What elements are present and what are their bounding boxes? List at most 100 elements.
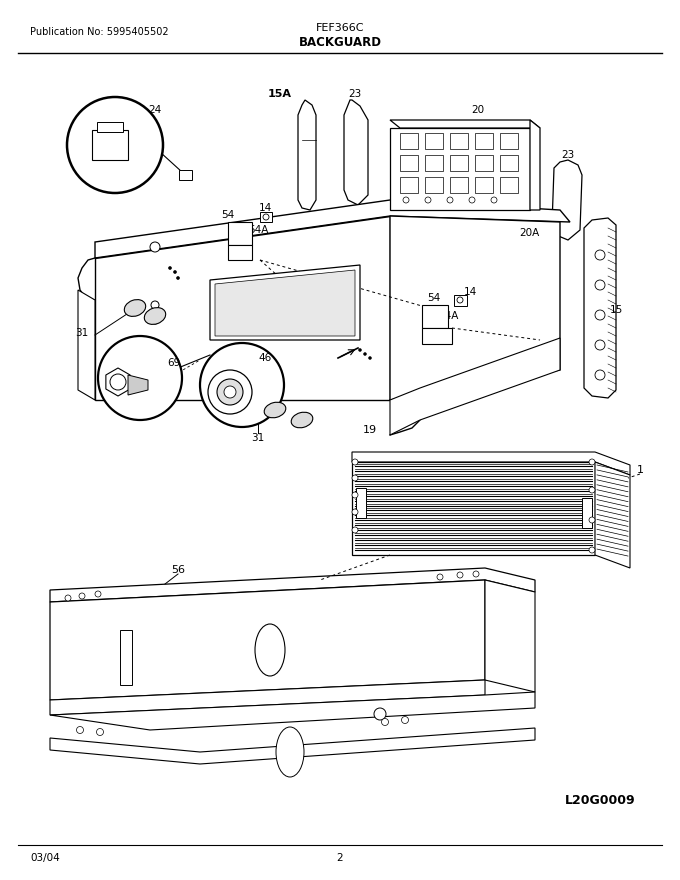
Circle shape [403, 197, 409, 203]
Circle shape [595, 280, 605, 290]
Text: 31: 31 [252, 433, 265, 443]
Circle shape [589, 487, 595, 493]
Circle shape [437, 574, 443, 580]
Circle shape [110, 374, 126, 390]
Bar [475, 155, 493, 171]
Text: Publication No: 5995405502: Publication No: 5995405502 [30, 27, 169, 37]
Text: 23: 23 [348, 89, 362, 99]
Circle shape [151, 301, 159, 309]
Text: 24: 24 [148, 105, 161, 115]
Polygon shape [298, 100, 316, 210]
Bar [582, 498, 592, 528]
Circle shape [150, 242, 160, 252]
Circle shape [224, 386, 236, 398]
Polygon shape [485, 580, 535, 692]
Polygon shape [422, 305, 448, 328]
Circle shape [79, 593, 85, 599]
Circle shape [352, 475, 358, 481]
Circle shape [401, 716, 409, 723]
Polygon shape [595, 462, 630, 568]
Circle shape [200, 343, 284, 427]
Circle shape [151, 316, 159, 324]
Text: 23: 23 [562, 150, 575, 160]
Text: 14: 14 [463, 287, 477, 297]
Bar [500, 177, 518, 193]
Bar [450, 155, 468, 171]
Text: 15: 15 [610, 305, 624, 315]
Polygon shape [352, 452, 630, 475]
Text: 31: 31 [75, 328, 88, 338]
Circle shape [263, 214, 269, 220]
Polygon shape [78, 290, 95, 400]
Bar [475, 177, 493, 193]
Ellipse shape [124, 299, 146, 317]
Polygon shape [179, 170, 192, 180]
Text: 14: 14 [258, 203, 271, 213]
Circle shape [595, 340, 605, 350]
Polygon shape [530, 120, 540, 210]
Text: BACKGUARD: BACKGUARD [299, 36, 381, 49]
Text: 2: 2 [337, 853, 343, 863]
Polygon shape [128, 375, 148, 395]
Text: 19: 19 [363, 425, 377, 435]
Bar [500, 155, 518, 171]
Circle shape [177, 276, 180, 280]
Polygon shape [50, 680, 485, 715]
Text: 03/04: 03/04 [30, 853, 60, 863]
Text: 20A: 20A [519, 228, 539, 238]
Circle shape [352, 492, 358, 498]
Polygon shape [50, 728, 535, 764]
Polygon shape [584, 218, 616, 398]
Circle shape [469, 197, 475, 203]
Circle shape [67, 97, 163, 193]
Text: L20G0009: L20G0009 [564, 794, 635, 806]
Circle shape [76, 727, 84, 734]
Ellipse shape [276, 727, 304, 777]
Polygon shape [390, 338, 560, 435]
Polygon shape [390, 216, 560, 400]
Polygon shape [228, 222, 252, 245]
Circle shape [425, 197, 431, 203]
Bar [400, 177, 418, 193]
Bar [450, 133, 468, 149]
Circle shape [447, 197, 453, 203]
Polygon shape [422, 328, 452, 344]
Circle shape [589, 547, 595, 553]
Polygon shape [260, 212, 272, 222]
Polygon shape [50, 692, 535, 730]
Text: 54: 54 [222, 210, 235, 220]
Circle shape [491, 197, 497, 203]
Circle shape [65, 595, 71, 601]
Bar [356, 488, 366, 518]
Bar [400, 155, 418, 171]
Circle shape [381, 718, 388, 725]
Polygon shape [95, 216, 390, 400]
Text: FEF366C: FEF366C [316, 23, 364, 33]
Text: 1: 1 [636, 465, 643, 475]
Circle shape [589, 517, 595, 523]
Ellipse shape [291, 412, 313, 428]
Circle shape [364, 353, 367, 356]
Circle shape [358, 348, 362, 351]
Circle shape [95, 591, 101, 597]
Circle shape [369, 356, 371, 360]
Ellipse shape [265, 402, 286, 418]
Circle shape [589, 459, 595, 465]
Polygon shape [504, 220, 528, 265]
Bar [500, 133, 518, 149]
Text: 54A: 54A [248, 225, 268, 235]
Polygon shape [552, 160, 582, 240]
Text: 69: 69 [167, 358, 180, 368]
Circle shape [457, 297, 463, 303]
Ellipse shape [144, 308, 166, 325]
Bar [475, 133, 493, 149]
Circle shape [374, 708, 386, 720]
Circle shape [457, 572, 463, 578]
Polygon shape [215, 270, 355, 336]
Circle shape [595, 370, 605, 380]
Polygon shape [228, 245, 252, 260]
Polygon shape [454, 295, 467, 306]
Circle shape [595, 310, 605, 320]
Circle shape [97, 729, 103, 736]
Circle shape [173, 270, 177, 274]
